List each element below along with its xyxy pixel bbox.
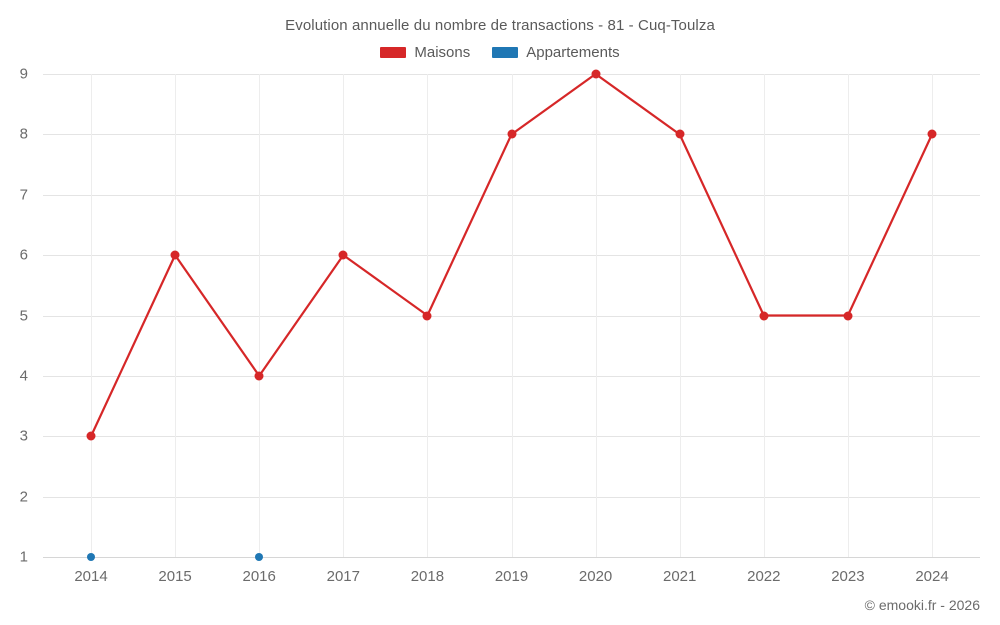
data-point-maisons-2023[interactable] [843,311,853,320]
gridline-vertical [91,74,92,557]
x-tick-label: 2021 [663,568,697,585]
footer-credit: © emooki.fr - 2026 [864,597,980,613]
y-tick-label: 2 [19,488,28,506]
y-tick-label: 1 [19,548,28,566]
x-tick-label: 2023 [831,568,865,585]
x-tick-label: 2022 [747,568,781,585]
plot-area [43,69,980,561]
y-tick-label: 4 [19,367,28,385]
y-tick-label: 8 [19,125,28,143]
x-tick-label: 2016 [242,568,276,585]
legend-swatch-maisons [380,47,407,58]
x-tick-label: 2018 [410,568,445,585]
data-point-maisons-2020[interactable] [591,69,601,79]
data-point-maisons-2024[interactable] [927,129,937,139]
x-tick-label: 2024 [915,568,949,585]
chart-legend: Maisons Appartements [0,44,1000,61]
legend-item-maisons[interactable]: Maisons [380,44,470,61]
data-point-appartements-2016[interactable] [255,553,264,561]
chart-title: Evolution annuelle du nombre de transact… [285,17,715,34]
data-point-maisons-2014[interactable] [86,431,96,441]
data-point-maisons-2019[interactable] [507,129,516,139]
gridline-horizontal [43,557,980,558]
gridline-vertical [595,74,597,557]
data-point-maisons-2016[interactable] [254,371,264,381]
x-tick-label: 2017 [326,568,360,585]
legend-label-appartements: Appartements [526,44,620,61]
gridline-vertical [175,74,177,557]
data-point-appartements-2014[interactable] [87,553,95,561]
legend-item-appartements[interactable]: Appartements [492,44,620,61]
gridline-vertical [259,74,261,557]
x-tick-label: 2014 [74,568,108,585]
data-point-maisons-2017[interactable] [338,250,348,260]
y-tick-label: 5 [19,307,28,324]
y-tick-label: 9 [19,65,28,83]
data-point-maisons-2018[interactable] [422,311,432,320]
legend-swatch-appartements [492,47,519,58]
legend-label-maisons: Maisons [414,44,471,61]
data-markers [43,69,980,561]
gridline-vertical [932,74,933,557]
gridline-vertical [511,74,513,557]
gridline-vertical [343,74,345,557]
x-tick-label: 2020 [578,568,613,585]
data-point-maisons-2022[interactable] [759,311,769,320]
x-tick-label: 2019 [494,568,529,585]
y-tick-label: 3 [19,427,28,445]
x-tick-label: 2015 [158,568,192,585]
gridline-vertical [679,74,681,557]
data-point-maisons-2015[interactable] [170,250,180,260]
data-point-maisons-2021[interactable] [675,129,685,139]
y-tick-label: 6 [19,246,28,264]
y-tick-label: 7 [19,186,28,204]
